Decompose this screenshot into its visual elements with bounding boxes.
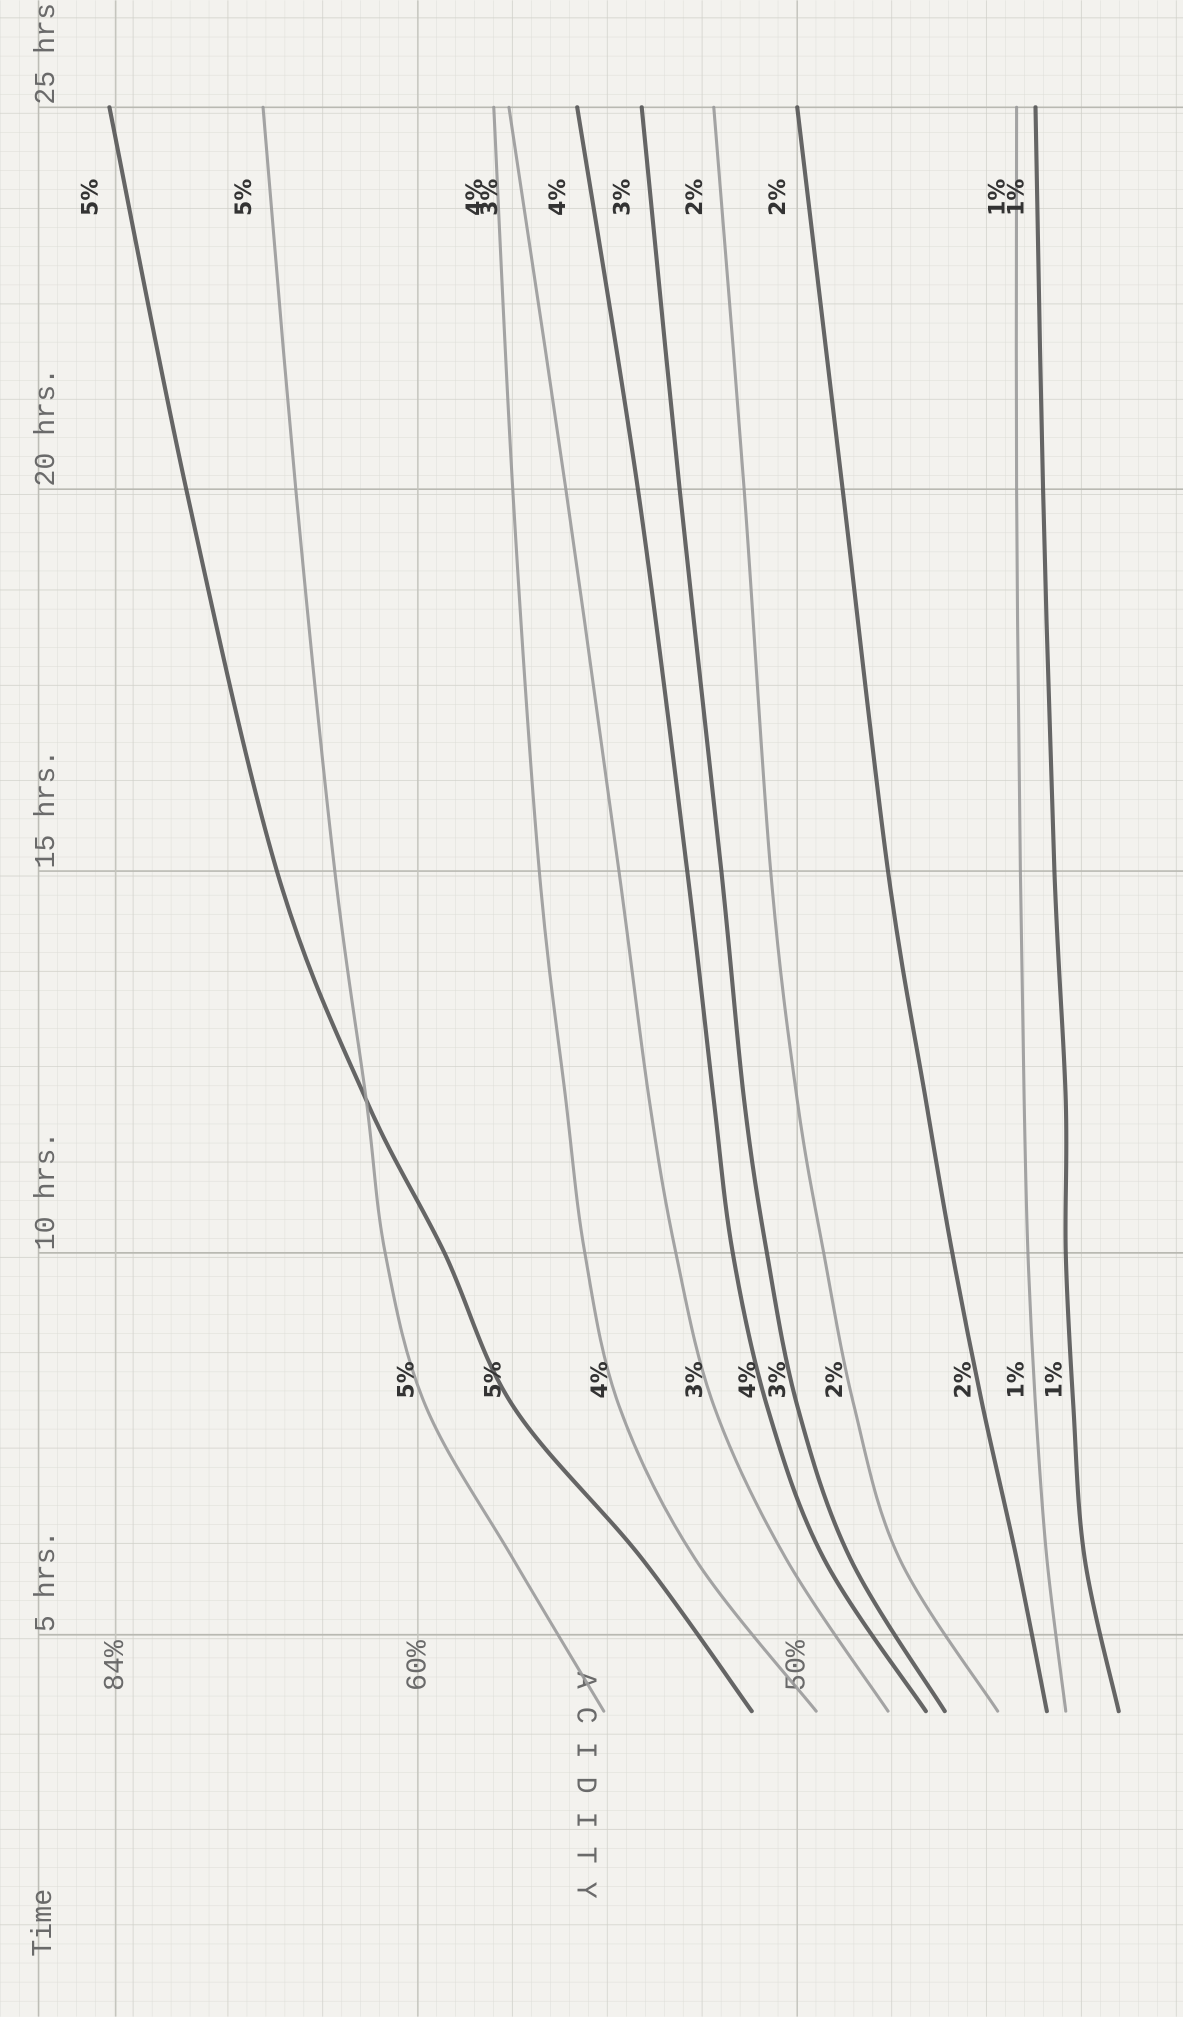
curve-label: 2% xyxy=(683,179,708,216)
curve xyxy=(492,105,818,1713)
x-axis-label: Time xyxy=(28,1889,60,1957)
curve-label: 3% xyxy=(478,179,503,216)
y-tick-label: 84% xyxy=(100,1640,132,1691)
curve-label: 5% xyxy=(482,1361,507,1398)
y-tick-label: 50% xyxy=(782,1640,814,1691)
curve-label: 1% xyxy=(1042,1361,1067,1398)
curve xyxy=(1033,105,1121,1714)
x-tick-label: 15 hrs. xyxy=(31,750,63,869)
x-tick-label: 5 hrs. xyxy=(31,1530,63,1632)
curve xyxy=(639,105,947,1714)
curve xyxy=(712,105,1000,1713)
curve xyxy=(795,105,1049,1714)
curve-label: 4% xyxy=(463,179,488,216)
curve xyxy=(1014,105,1068,1713)
curve xyxy=(575,105,928,1714)
y-tick-label: 60% xyxy=(402,1640,434,1691)
curve-label: 1% xyxy=(1005,179,1030,216)
curve-label: 2% xyxy=(952,1361,977,1398)
y-axis-label: ACIDITY xyxy=(569,1672,601,1917)
curve-label: 3% xyxy=(766,1361,791,1398)
curve-label: 4% xyxy=(736,1361,761,1398)
curve xyxy=(261,105,606,1713)
curve-label: 1% xyxy=(986,179,1011,216)
curve-label: 3% xyxy=(611,179,636,216)
curve-label: 5% xyxy=(394,1361,419,1398)
x-tick-label: 20 hrs. xyxy=(31,368,63,487)
curve-label: 4% xyxy=(546,179,571,216)
curve-label: 2% xyxy=(766,179,791,216)
curve-label: 4% xyxy=(588,1361,613,1398)
curve-label: 5% xyxy=(232,179,257,216)
curve xyxy=(107,105,754,1714)
x-tick-label: 10 hrs. xyxy=(31,1132,63,1251)
curve xyxy=(507,105,890,1713)
curve-label: 1% xyxy=(1005,1361,1030,1398)
curve-label: 5% xyxy=(78,179,103,216)
x-tick-label: 25 hrs. xyxy=(31,0,63,105)
curve-label: 2% xyxy=(823,1361,848,1398)
curve-label: 3% xyxy=(683,1361,708,1398)
